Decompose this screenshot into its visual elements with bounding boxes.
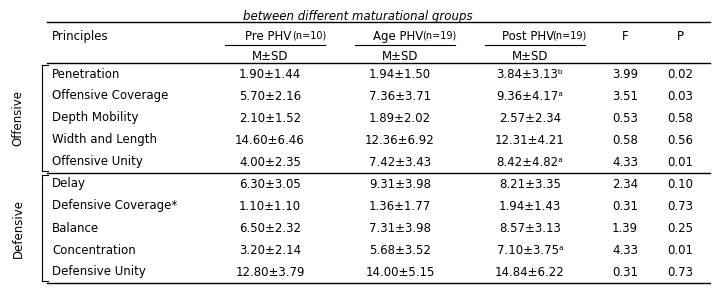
Text: (n=10): (n=10) <box>292 30 326 40</box>
Text: 5.70±2.16: 5.70±2.16 <box>239 89 301 103</box>
Text: 0.73: 0.73 <box>667 266 693 279</box>
Text: 7.31±3.98: 7.31±3.98 <box>369 221 431 235</box>
Text: 7.36±3.71: 7.36±3.71 <box>369 89 431 103</box>
Text: Concentration: Concentration <box>52 243 136 257</box>
Text: 0.03: 0.03 <box>667 89 693 103</box>
Text: 2.57±2.34: 2.57±2.34 <box>499 111 561 125</box>
Text: Offensive Coverage: Offensive Coverage <box>52 89 168 103</box>
Text: Defensive Coverage*: Defensive Coverage* <box>52 199 177 212</box>
Text: 1.94±1.50: 1.94±1.50 <box>369 68 431 80</box>
Text: 14.60±6.46: 14.60±6.46 <box>235 134 305 147</box>
Text: Penetration: Penetration <box>52 68 120 80</box>
Text: 4.33: 4.33 <box>612 243 638 257</box>
Text: 2.34: 2.34 <box>612 178 638 190</box>
Text: 8.42±4.82ᵃ: 8.42±4.82ᵃ <box>497 156 563 168</box>
Text: 0.31: 0.31 <box>612 266 638 279</box>
Text: 6.30±3.05: 6.30±3.05 <box>239 178 301 190</box>
Text: 5.68±3.52: 5.68±3.52 <box>369 243 431 257</box>
Text: 3.84±3.13ᵇ: 3.84±3.13ᵇ <box>496 68 563 80</box>
Text: 3.51: 3.51 <box>612 89 638 103</box>
Text: Principles: Principles <box>52 30 109 43</box>
Text: Width and Length: Width and Length <box>52 134 157 147</box>
Text: 1.36±1.77: 1.36±1.77 <box>369 199 431 212</box>
Text: 2.10±1.52: 2.10±1.52 <box>239 111 301 125</box>
Text: 1.39: 1.39 <box>612 221 638 235</box>
Text: Offensive: Offensive <box>11 90 24 146</box>
Text: 0.53: 0.53 <box>612 111 638 125</box>
Text: 1.90±1.44: 1.90±1.44 <box>239 68 301 80</box>
Text: 1.94±1.43: 1.94±1.43 <box>499 199 561 212</box>
Text: Delay: Delay <box>52 178 86 190</box>
Text: 0.73: 0.73 <box>667 199 693 212</box>
Text: 4.00±2.35: 4.00±2.35 <box>239 156 301 168</box>
Text: 1.89±2.02: 1.89±2.02 <box>369 111 431 125</box>
Text: Post PHV: Post PHV <box>502 30 558 43</box>
Text: 7.42±3.43: 7.42±3.43 <box>369 156 431 168</box>
Text: 0.10: 0.10 <box>667 178 693 190</box>
Text: 4.33: 4.33 <box>612 156 638 168</box>
Text: 3.99: 3.99 <box>612 68 638 80</box>
Text: (n=19): (n=19) <box>552 30 586 40</box>
Text: 12.36±6.92: 12.36±6.92 <box>365 134 435 147</box>
Text: 0.56: 0.56 <box>667 134 693 147</box>
Text: 12.31±4.21: 12.31±4.21 <box>495 134 565 147</box>
Text: Offensive Unity: Offensive Unity <box>52 156 143 168</box>
Text: M±SD: M±SD <box>512 50 548 63</box>
Text: 14.84±6.22: 14.84±6.22 <box>495 266 565 279</box>
Text: Depth Mobility: Depth Mobility <box>52 111 139 125</box>
Text: 0.58: 0.58 <box>667 111 693 125</box>
Text: Defensive: Defensive <box>11 198 24 257</box>
Text: 1.10±1.10: 1.10±1.10 <box>239 199 301 212</box>
Text: 7.10±3.75ᵃ: 7.10±3.75ᵃ <box>497 243 563 257</box>
Text: Balance: Balance <box>52 221 99 235</box>
Text: (n=19): (n=19) <box>422 30 456 40</box>
Text: 12.80±3.79: 12.80±3.79 <box>235 266 305 279</box>
Text: P: P <box>676 30 684 43</box>
Text: 0.01: 0.01 <box>667 243 693 257</box>
Text: 14.00±5.15: 14.00±5.15 <box>365 266 435 279</box>
Text: M±SD: M±SD <box>252 50 288 63</box>
Text: 3.20±2.14: 3.20±2.14 <box>239 243 301 257</box>
Text: between different maturational groups: between different maturational groups <box>242 10 473 23</box>
Text: 9.36±4.17ᵃ: 9.36±4.17ᵃ <box>496 89 563 103</box>
Text: Defensive Unity: Defensive Unity <box>52 266 146 279</box>
Text: 6.50±2.32: 6.50±2.32 <box>239 221 301 235</box>
Text: M±SD: M±SD <box>382 50 418 63</box>
Text: Pre PHV: Pre PHV <box>245 30 295 43</box>
Text: 8.21±3.35: 8.21±3.35 <box>499 178 561 190</box>
Text: F: F <box>621 30 628 43</box>
Text: 0.31: 0.31 <box>612 199 638 212</box>
Text: 0.02: 0.02 <box>667 68 693 80</box>
Text: 0.01: 0.01 <box>667 156 693 168</box>
Text: 9.31±3.98: 9.31±3.98 <box>369 178 431 190</box>
Text: 0.25: 0.25 <box>667 221 693 235</box>
Text: 0.58: 0.58 <box>612 134 638 147</box>
Text: Age PHV: Age PHV <box>373 30 427 43</box>
Text: 8.57±3.13: 8.57±3.13 <box>499 221 561 235</box>
